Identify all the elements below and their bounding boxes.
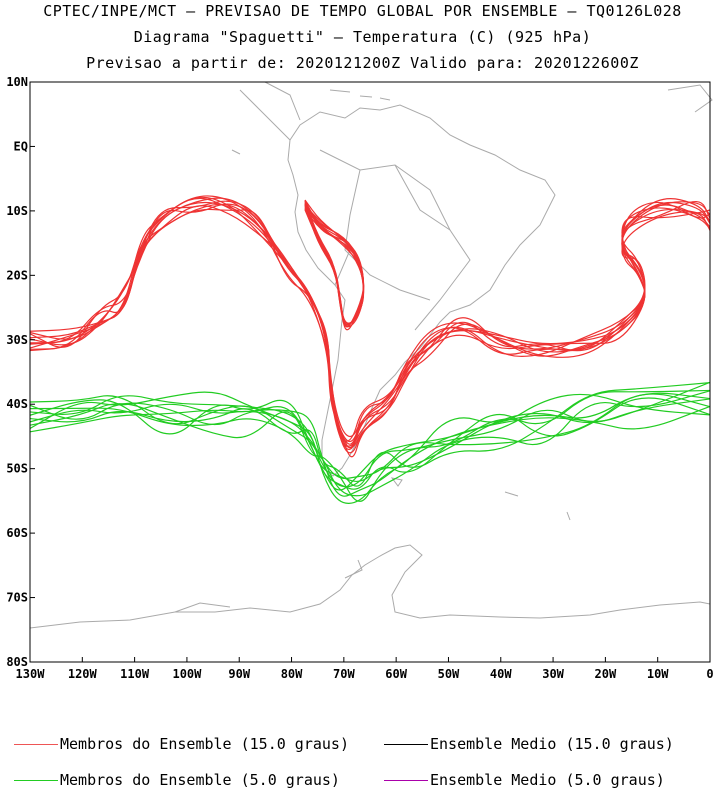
member-line-15deg — [29, 203, 711, 438]
lon-tick-label: 80W — [281, 667, 303, 681]
lat-tick-label: 50S — [6, 462, 28, 476]
member-loop-15deg — [304, 200, 365, 327]
member-line-15deg — [29, 200, 711, 445]
longitude-axis: 130W 120W 110W 100W 90W 80W 70W 60W 50W 40W 30W 20W… — [16, 657, 714, 681]
legend-green-mean: Ensemble Medio (5.0 graus) — [384, 771, 665, 789]
latitude-axis: 10N EQ 10S 20S 30S 40S 50S 60S 70S 80S — [6, 75, 35, 669]
legend-green-members: Membros do Ensemble (5.0 graus) — [14, 771, 340, 789]
legend-swatch — [384, 743, 428, 745]
member-line-15deg — [29, 201, 711, 458]
member-line-15deg — [29, 195, 711, 449]
lon-tick-label: 120W — [68, 667, 98, 681]
lat-tick-label: 40S — [6, 397, 28, 411]
lat-tick-label: 10S — [6, 204, 28, 218]
legend-label: Ensemble Medio (5.0 graus) — [430, 771, 665, 789]
member-loop-15deg — [304, 204, 365, 326]
member-lines-15deg — [29, 195, 711, 458]
lat-tick-label: EQ — [14, 139, 28, 153]
lon-tick-label: 30W — [542, 667, 564, 681]
member-line-5deg — [29, 402, 711, 497]
lat-tick-label: 60S — [6, 526, 28, 540]
lat-tick-label: 20S — [6, 268, 28, 282]
title-line-2: Diagrama "Spaguetti" — Temperatura (C) (… — [133, 28, 592, 46]
legend-label: Membros do Ensemble (5.0 graus) — [60, 771, 340, 789]
legend-label: Ensemble Medio (15.0 graus) — [430, 735, 674, 753]
member-line-5deg — [29, 389, 711, 502]
lat-tick-label: 10N — [6, 75, 28, 89]
legend-label: Membros do Ensemble (15.0 graus) — [60, 735, 349, 753]
lon-tick-label: 70W — [333, 667, 355, 681]
legend-swatch — [14, 743, 58, 745]
member-line-5deg — [29, 390, 711, 497]
member-line-15deg — [29, 201, 711, 443]
member-line-5deg — [29, 391, 711, 504]
member-line-5deg — [29, 393, 711, 480]
lon-tick-label: 0 — [706, 667, 713, 681]
lon-tick-label: 50W — [438, 667, 460, 681]
lon-tick-label: 110W — [120, 667, 150, 681]
legend-swatch — [384, 779, 428, 781]
member-line-5deg — [29, 381, 711, 488]
coastlines — [29, 81, 713, 660]
title-line-3: Previsao a partir de: 2020121200Z Valido… — [86, 54, 639, 72]
title-line-1: CPTEC/INPE/MCT — PREVISAO DE TEMPO GLOBA… — [43, 2, 682, 20]
map-frame — [29, 81, 711, 663]
lon-tick-label: 40W — [490, 667, 512, 681]
legend-red-mean: Ensemble Medio (15.0 graus) — [384, 735, 674, 753]
lat-tick-label: 70S — [6, 591, 28, 605]
legend-red-members: Membros do Ensemble (15.0 graus) — [14, 735, 349, 753]
lon-tick-label: 20W — [595, 667, 617, 681]
member-lines-5deg — [29, 381, 711, 504]
member-line-5deg — [29, 382, 711, 487]
lon-tick-label: 100W — [172, 667, 202, 681]
lon-tick-label: 60W — [385, 667, 407, 681]
lat-tick-label: 80S — [6, 655, 28, 669]
lon-tick-label: 10W — [647, 667, 669, 681]
legend-swatch — [14, 779, 58, 781]
lon-tick-label: 130W — [16, 667, 46, 681]
lon-tick-label: 90W — [228, 667, 250, 681]
lat-tick-label: 30S — [6, 333, 28, 347]
